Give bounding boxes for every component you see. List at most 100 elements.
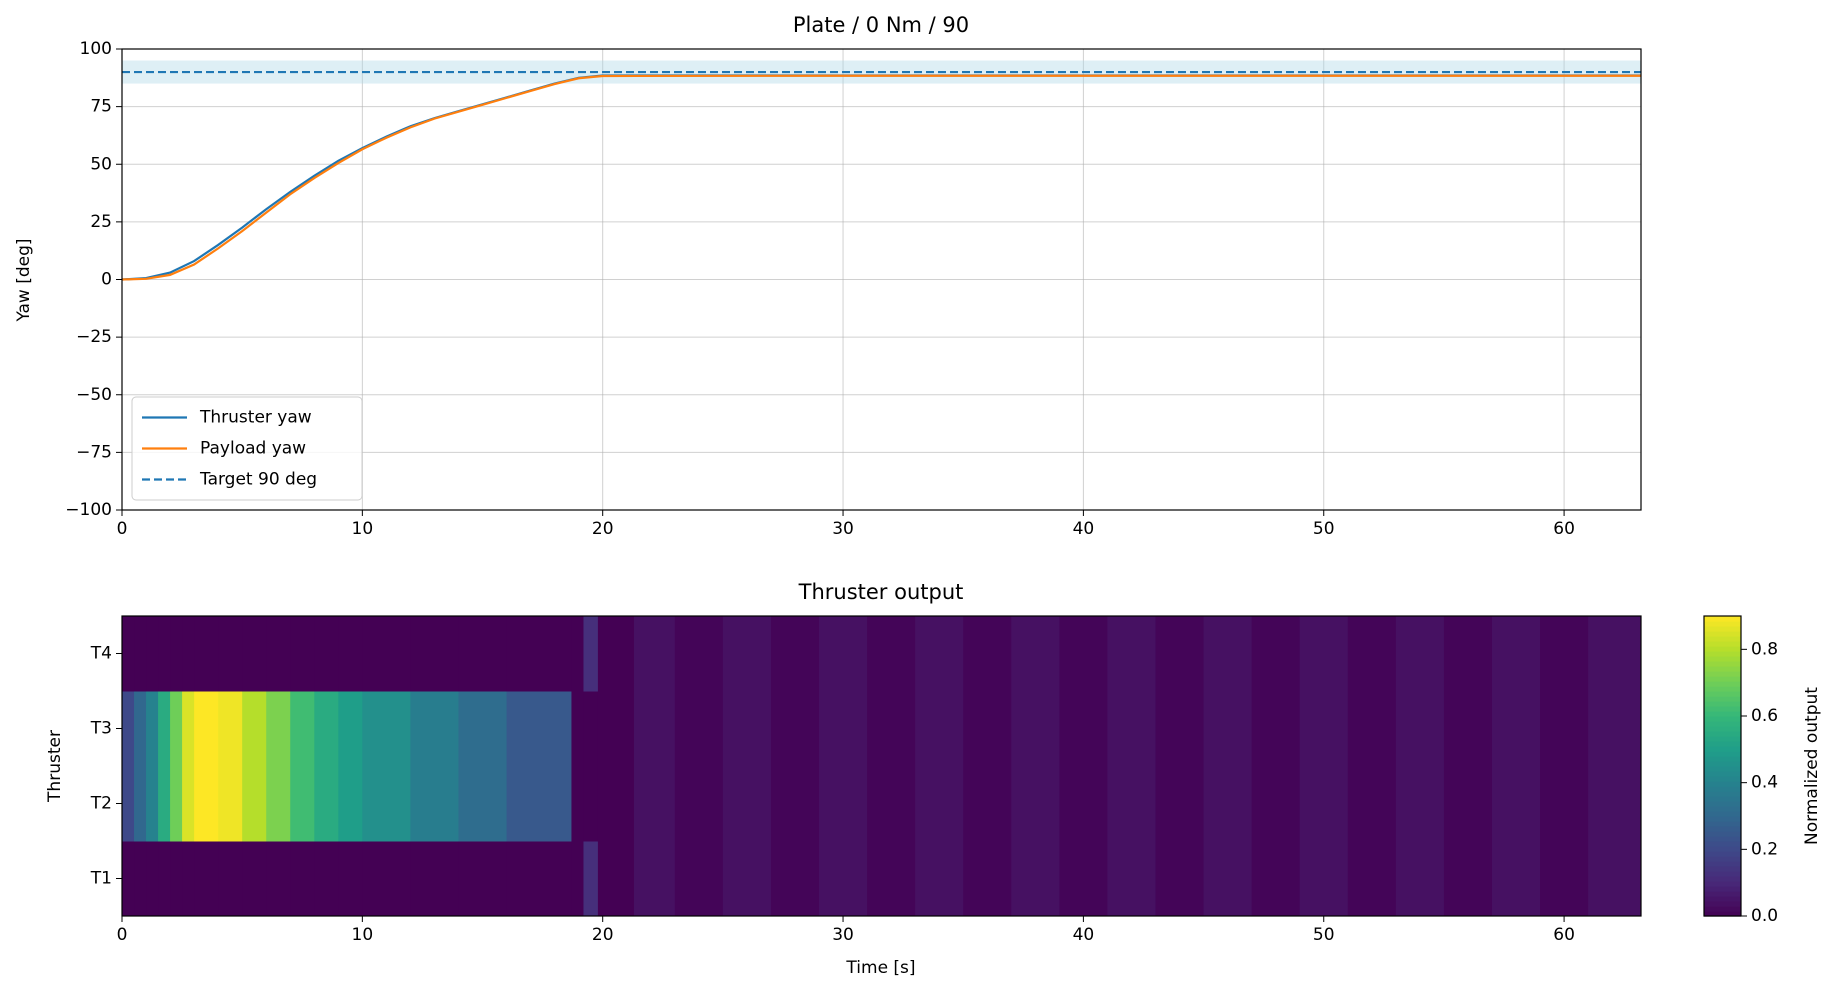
heatmap-cell [194,691,219,767]
heatmap-cell [722,691,772,767]
colorbar-step [1704,801,1741,807]
heatmap-cell [633,691,676,767]
heatmap-cell [1107,766,1156,842]
heatmap-cell [1443,691,1493,767]
heatmap-cell [1251,766,1301,842]
heatmap-cell [674,691,724,767]
heatmap-cell [146,766,159,842]
heatmap-cell [218,841,243,917]
series-line [121,74,1641,281]
x-tick-label: 20 [592,925,614,945]
colorbar-step [1704,856,1741,862]
heatmap-cell [1107,616,1156,692]
colorbar-tick-label: 0.2 [1751,839,1778,859]
colorbar-step [1704,651,1741,657]
heatmap-cell [1059,766,1108,842]
colorbar-step [1704,811,1741,817]
heatmap-cell [290,766,315,842]
heatmap-cell [338,766,363,842]
y-axis-label: Thruster [45,730,65,803]
colorbar-step [1704,731,1741,737]
heatmap-cell [410,841,459,917]
chart-title: Thruster output [798,580,964,604]
heatmap-cell [1588,616,1642,692]
heatmap-cell [170,841,183,917]
heatmap-cell [338,616,363,692]
heatmap-cell [583,691,599,767]
x-tick-label: 0 [117,519,128,539]
y-tick-label: 25 [90,212,112,232]
heatmap-cell [915,691,964,767]
colorbar-step [1704,776,1741,782]
colorbar-step [1704,771,1741,777]
heatmap-cell [963,691,1012,767]
colorbar-step [1704,696,1741,702]
heatmap-cell [867,691,916,767]
colorbar-step [1704,646,1741,652]
heatmap-cell [1395,841,1445,917]
heatmap-cell [146,841,159,917]
colorbar-step [1704,741,1741,747]
chart-title: Plate / 0 Nm / 90 [793,13,969,37]
heatmap-cell [633,616,676,692]
y-tick-label: −100 [65,500,112,520]
heatmap-cell [134,841,147,917]
heatmap-cell [963,766,1012,842]
heatmap-cell [571,691,584,767]
colorbar-step [1704,666,1741,672]
heatmap-cell [1443,841,1493,917]
heatmap-cell [266,616,291,692]
heatmap-cell [1251,691,1301,767]
y-tick-label: T1 [90,869,112,889]
heatmap-cell [1011,766,1060,842]
heatmap-cell [722,766,772,842]
x-tick-label: 60 [1553,519,1575,539]
y-tick-label: T4 [90,644,112,664]
heatmap-cell [182,616,195,692]
heatmap-cell [182,691,195,767]
colorbar-step [1704,626,1741,632]
heatmap-cell [597,691,635,767]
heatmap-cell [1491,691,1541,767]
x-tick-label: 50 [1313,519,1335,539]
heatmap-cell [819,766,868,842]
plot-frame [121,615,1642,917]
colorbar-step [1704,711,1741,717]
colorbar-step [1704,766,1741,772]
heatmap-cell [146,616,159,692]
heatmap-cell [674,766,724,842]
colorbar-step [1704,861,1741,867]
colorbar-step [1704,671,1741,677]
heatmap-cell [1203,841,1253,917]
x-tick-label: 30 [832,925,854,945]
heatmap-cell [410,766,459,842]
heatmap-cell [1588,841,1642,917]
x-tick-label: 10 [352,925,374,945]
colorbar-step [1704,701,1741,707]
heatmap-cell [1059,616,1108,692]
colorbar-step [1704,871,1741,877]
colorbar-step [1704,841,1741,847]
heatmap-cell [1347,616,1397,692]
colorbar-step [1704,751,1741,757]
heatmap-cell [338,691,363,767]
colorbar-step [1704,911,1741,917]
heatmap-cell [182,766,195,842]
heatmap-cell [1107,841,1156,917]
heatmap-cell [1155,616,1205,692]
colorbar-step [1704,641,1741,647]
heatmap-cell [1443,616,1493,692]
heatmap-cell [674,616,724,692]
colorbar-tick-label: 0.4 [1751,773,1778,793]
heatmap-cell [362,841,411,917]
heatmap-cell [583,841,599,917]
y-tick-label: T2 [90,794,112,814]
heatmap-cell [338,841,363,917]
heatmap-cell [571,616,584,692]
heatmap-cell [506,616,572,692]
legend-label: Payload yaw [200,439,306,459]
x-tick-label: 30 [832,519,854,539]
heatmap-cell [158,841,171,917]
heatmap-cell [458,841,508,917]
